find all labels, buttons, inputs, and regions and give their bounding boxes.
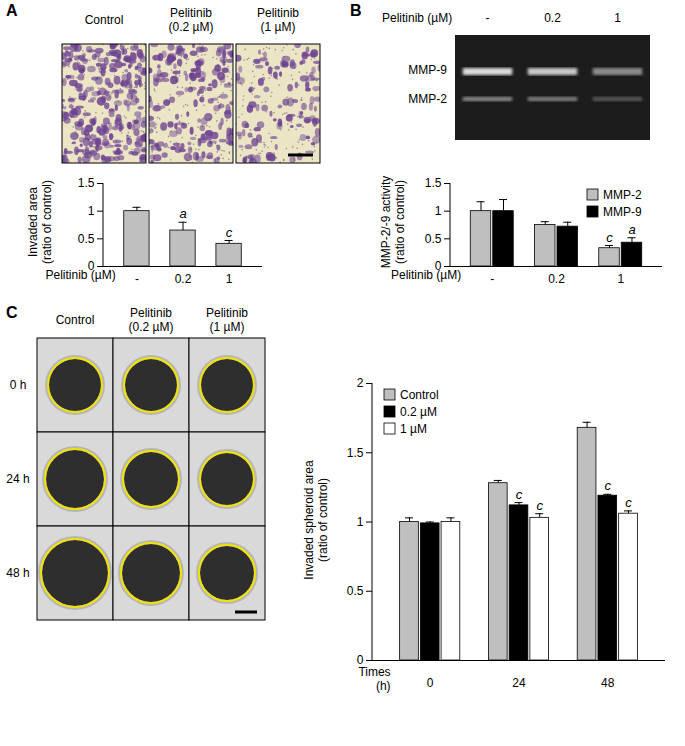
svg-text:-: - bbox=[135, 272, 139, 286]
svg-text:a: a bbox=[628, 222, 635, 237]
svg-text:Control: Control bbox=[400, 388, 439, 402]
svg-text:MMP-2/-9 activity(ratio of con: MMP-2/-9 activity(ratio of control) bbox=[379, 176, 407, 269]
svg-text:-: - bbox=[486, 11, 490, 25]
svg-text:0.5: 0.5 bbox=[347, 584, 364, 598]
svg-text:1: 1 bbox=[88, 204, 95, 218]
svg-text:MMP-2: MMP-2 bbox=[603, 188, 642, 202]
svg-text:48: 48 bbox=[601, 676, 615, 690]
svg-text:0.2 µM: 0.2 µM bbox=[400, 405, 437, 419]
svg-text:1.5: 1.5 bbox=[425, 176, 442, 190]
svg-text:48 h: 48 h bbox=[6, 566, 29, 580]
svg-text:MMP-9: MMP-9 bbox=[603, 205, 642, 219]
svg-text:-: - bbox=[490, 272, 494, 286]
svg-text:24 h: 24 h bbox=[6, 472, 29, 486]
svg-text:C: C bbox=[6, 304, 18, 321]
svg-text:Invaded spheroid area(ratio of: Invaded spheroid area(ratio of control) bbox=[302, 460, 330, 580]
svg-text:MMP-2: MMP-2 bbox=[408, 92, 447, 106]
svg-text:0.2: 0.2 bbox=[544, 11, 561, 25]
svg-text:Times(h): Times(h) bbox=[358, 665, 390, 693]
svg-text:Pelitinib (µM): Pelitinib (µM) bbox=[45, 268, 115, 282]
svg-text:c: c bbox=[625, 495, 632, 510]
svg-text:Control: Control bbox=[85, 13, 124, 27]
svg-text:2: 2 bbox=[357, 376, 364, 390]
svg-text:Invaded area(ratio of control): Invaded area(ratio of control) bbox=[26, 180, 54, 264]
svg-text:c: c bbox=[605, 478, 612, 493]
svg-text:0.2: 0.2 bbox=[548, 272, 565, 286]
svg-text:1.5: 1.5 bbox=[347, 446, 364, 460]
svg-text:0 h: 0 h bbox=[10, 378, 27, 392]
svg-text:1: 1 bbox=[614, 11, 621, 25]
svg-text:1: 1 bbox=[357, 515, 364, 529]
svg-text:Pelitinib (µM): Pelitinib (µM) bbox=[382, 11, 452, 25]
svg-text:0.5: 0.5 bbox=[78, 232, 95, 246]
svg-text:24: 24 bbox=[512, 676, 526, 690]
svg-text:0: 0 bbox=[435, 259, 442, 273]
svg-text:0: 0 bbox=[357, 653, 364, 667]
svg-text:1: 1 bbox=[435, 204, 442, 218]
svg-text:1 µM: 1 µM bbox=[400, 422, 427, 436]
svg-text:c: c bbox=[536, 498, 543, 513]
svg-text:1: 1 bbox=[226, 272, 233, 286]
svg-text:0.5: 0.5 bbox=[425, 232, 442, 246]
svg-text:a: a bbox=[179, 206, 186, 221]
svg-text:MMP-9: MMP-9 bbox=[408, 63, 447, 77]
svg-text:Pelitinib(0.2 µM): Pelitinib(0.2 µM) bbox=[129, 306, 174, 334]
svg-text:Pelitinib(1 µM): Pelitinib(1 µM) bbox=[257, 6, 299, 34]
svg-text:Control: Control bbox=[56, 313, 95, 327]
svg-text:c: c bbox=[606, 230, 613, 245]
svg-text:Pelitinib (µM): Pelitinib (µM) bbox=[391, 268, 461, 282]
svg-text:0.2: 0.2 bbox=[175, 272, 192, 286]
svg-text:c: c bbox=[226, 225, 233, 240]
svg-text:B: B bbox=[350, 2, 362, 19]
svg-text:Pelitinib(0.2 µM): Pelitinib(0.2 µM) bbox=[169, 6, 214, 34]
svg-text:A: A bbox=[6, 2, 18, 19]
svg-text:0: 0 bbox=[88, 259, 95, 273]
svg-text:c: c bbox=[516, 487, 523, 502]
svg-text:Pelitinib(1 µM): Pelitinib(1 µM) bbox=[206, 306, 248, 334]
svg-text:0: 0 bbox=[427, 676, 434, 690]
svg-text:1.5: 1.5 bbox=[78, 176, 95, 190]
svg-text:1: 1 bbox=[617, 272, 624, 286]
